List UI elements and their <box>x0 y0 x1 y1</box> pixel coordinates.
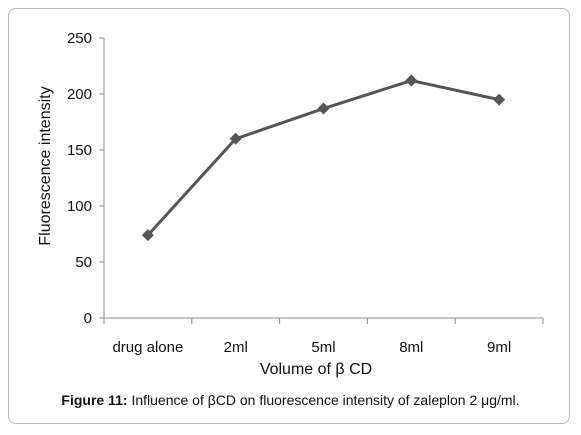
data-point-marker <box>317 102 330 115</box>
y-ticks: 0 50 100 150 200 250 <box>67 30 104 327</box>
y-tick-label: 0 <box>84 310 92 327</box>
figure-caption: Figure 11: Influence of βCD on fluoresce… <box>0 392 581 408</box>
y-tick-label: 150 <box>67 142 92 159</box>
y-tick-label: 100 <box>67 198 92 215</box>
data-point-marker <box>405 74 418 87</box>
x-axis-label: Volume of β CD <box>260 361 372 378</box>
x-ticks: drug alone 2ml 5ml 8ml 9ml <box>103 318 544 356</box>
y-tick-label: 200 <box>67 86 92 103</box>
data-point-marker <box>229 132 242 145</box>
caption-text: Influence of βCD on fluorescence intensi… <box>127 392 520 408</box>
x-tick-label: 2ml <box>224 339 248 356</box>
chart-series <box>141 74 506 242</box>
chart-axes <box>103 38 543 319</box>
figure-frame <box>8 8 570 424</box>
x-tick-label: 5ml <box>311 339 335 356</box>
data-point-marker <box>141 229 154 242</box>
y-axis-label: Fluorescence intensity <box>37 86 54 245</box>
caption-label: Figure 11: <box>61 392 128 408</box>
y-tick-label: 250 <box>67 30 92 47</box>
x-tick-label: 8ml <box>399 339 423 356</box>
y-tick-label: 50 <box>75 254 92 271</box>
x-tick-label: drug alone <box>112 339 183 356</box>
x-tick-label: 9ml <box>487 339 511 356</box>
data-point-marker <box>493 93 506 106</box>
